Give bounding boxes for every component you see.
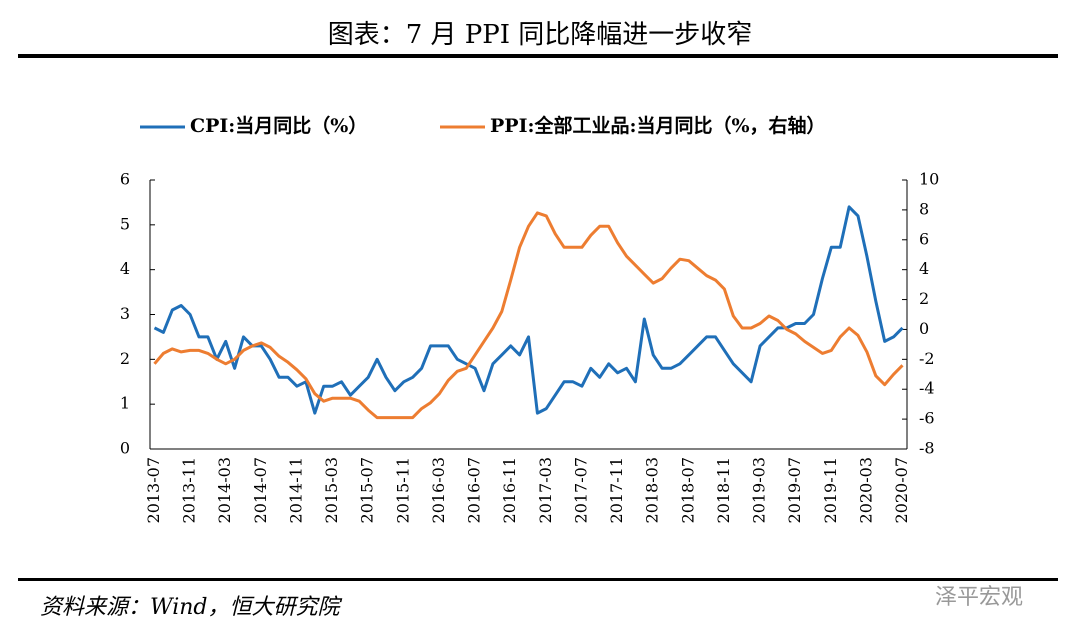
y-tick-label: 4 <box>120 259 130 278</box>
x-tick-label: 2014-03 <box>215 457 234 523</box>
title-rule <box>18 54 1058 58</box>
y2-tick-label: 2 <box>919 289 929 308</box>
legend-label: PPI:全部工业品:当月同比（%，右轴） <box>490 114 826 137</box>
y2-tick-label: -2 <box>919 349 935 368</box>
x-tick-label: 2017-07 <box>571 457 590 523</box>
y2-tick-label: 10 <box>919 170 939 189</box>
y-tick-label: 0 <box>120 439 130 458</box>
x-tick-label: 2015-11 <box>393 457 412 523</box>
y2-tick-label: 4 <box>919 259 929 278</box>
x-tick-label: 2019-03 <box>750 457 769 523</box>
x-tick-label: 2020-07 <box>892 457 911 523</box>
x-tick-label: 2013-07 <box>144 457 163 523</box>
x-tick-label: 2014-11 <box>286 457 305 523</box>
y2-tick-label: 8 <box>919 199 929 218</box>
x-tick-label: 2016-11 <box>500 457 519 523</box>
source: 资料来源：Wind，恒大研究院 <box>40 595 343 620</box>
x-tick-label: 2019-07 <box>785 457 804 523</box>
x-tick-label: 2013-11 <box>180 457 199 523</box>
chart-title: 图表：7 月 PPI 同比降幅进一步收窄 <box>328 20 753 50</box>
x-tick-label: 2015-03 <box>322 457 341 523</box>
x-tick-label: 2019-11 <box>821 457 840 523</box>
y2-tick-label: 6 <box>919 229 929 248</box>
series-line <box>153 205 904 415</box>
legend-label: CPI:当月同比（%） <box>190 114 367 137</box>
y2-tick-label: -4 <box>919 379 935 398</box>
y-tick-label: 2 <box>120 349 130 368</box>
y-tick-label: 5 <box>120 214 130 233</box>
y-tick-label: 6 <box>120 170 130 189</box>
x-tick-label: 2017-11 <box>607 457 626 523</box>
y2-tick-label: 0 <box>919 319 929 338</box>
y2-tick-label: -8 <box>919 439 935 458</box>
y-tick-label: 3 <box>120 304 130 323</box>
x-tick-label: 2017-03 <box>536 457 555 523</box>
series-line <box>153 211 904 420</box>
x-tick-label: 2016-07 <box>465 457 484 523</box>
x-tick-label: 2015-07 <box>358 457 377 523</box>
x-tick-label: 2020-03 <box>856 457 875 523</box>
x-tick-label: 2016-03 <box>429 457 448 523</box>
x-tick-label: 2018-03 <box>643 457 662 523</box>
x-tick-label: 2018-07 <box>678 457 697 523</box>
watermark: 泽平宏观 <box>935 585 1023 610</box>
x-tick-label: 2014-07 <box>251 457 270 523</box>
y2-tick-label: -6 <box>919 409 935 428</box>
y-tick-label: 1 <box>120 394 130 413</box>
x-tick-label: 2018-11 <box>714 457 733 523</box>
source-rule <box>18 578 1058 581</box>
